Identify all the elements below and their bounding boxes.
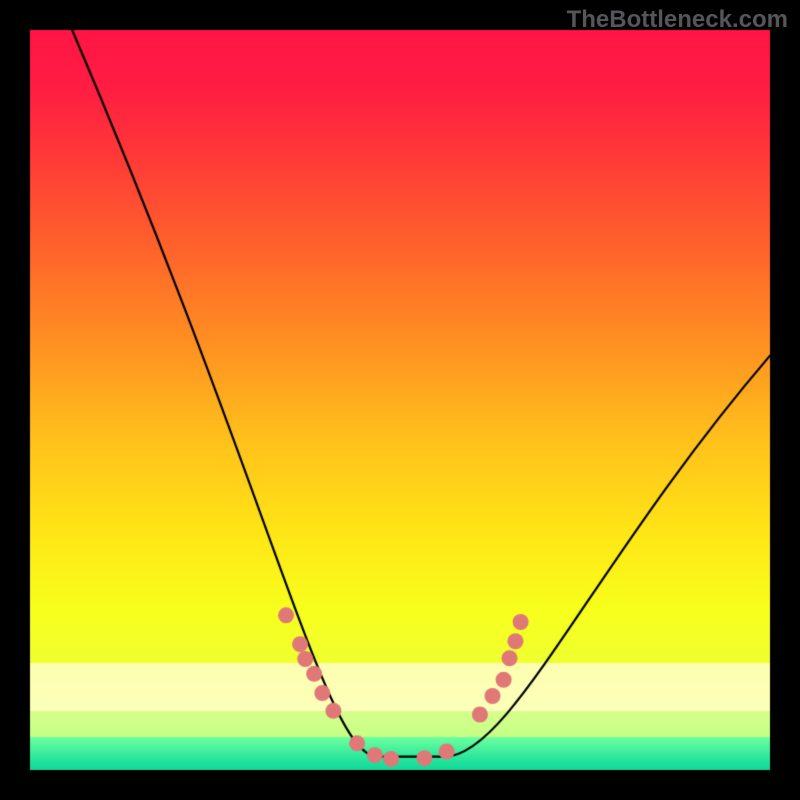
watermark-text: TheBottleneck.com: [567, 6, 788, 34]
bottleneck-chart: [0, 0, 800, 800]
